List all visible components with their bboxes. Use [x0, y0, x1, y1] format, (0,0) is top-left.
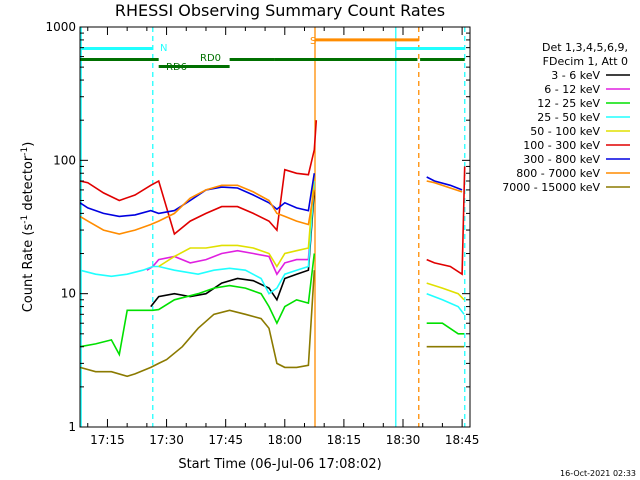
- series-line-50-100-kev: [158, 173, 465, 301]
- decim-label-rd0: RD0: [200, 53, 221, 64]
- legend-label-25-50-kev: 25 - 50 keV: [537, 111, 600, 124]
- series-line-100-300-kev: [79, 120, 466, 276]
- y-tick-label-2: 100: [53, 153, 76, 167]
- footer-timestamp: 16-Oct-2021 02:33: [560, 469, 636, 478]
- series-line-3-6-kev: [150, 189, 316, 308]
- legend-label-12-25-kev: 12 - 25 keV: [537, 97, 600, 110]
- decim-label-rd6: RD6: [166, 62, 187, 73]
- x-tick-label-6: 18:45: [445, 433, 480, 447]
- legend-label-7000-15000-kev: 7000 - 15000 keV: [502, 181, 600, 194]
- series-line-800-7000-kev: [79, 180, 463, 235]
- legend-label-300-800-kev: 300 - 800 keV: [523, 153, 600, 166]
- x-tick-label-2: 17:45: [208, 433, 243, 447]
- x-tick-label-4: 18:15: [327, 433, 362, 447]
- legend: Det 1,3,4,5,6,9, FDecim 1, Att 0 3 - 6 k…: [502, 41, 630, 194]
- legend-label-50-100-kev: 50 - 100 keV: [530, 125, 600, 138]
- x-tick-label-5: 18:30: [386, 433, 421, 447]
- x-tick-label-1: 17:30: [149, 433, 184, 447]
- legend-header-decimation: FDecim 1, Att 0: [543, 55, 628, 68]
- x-axis-label: Start Time (06-Jul-06 17:08:02): [178, 457, 381, 472]
- plot-frame: [79, 26, 471, 428]
- vertical-markers: [80, 27, 466, 427]
- y-tick-label-1: 10: [61, 287, 76, 301]
- x-tick-label-3: 18:00: [267, 433, 302, 447]
- series-line-7000-15000-kev: [79, 270, 465, 378]
- legend-header-detectors: Det 1,3,4,5,6,9,: [542, 41, 628, 54]
- legend-label-3-6-kev: 3 - 6 keV: [551, 69, 600, 82]
- legend-label-6-12-kev: 6 - 12 keV: [544, 83, 600, 96]
- series-lines: [79, 120, 466, 378]
- chart-title: RHESSI Observing Summary Count Rates: [115, 1, 445, 20]
- legend-label-100-300-kev: 100 - 300 keV: [523, 139, 600, 152]
- saa-label: S: [310, 36, 316, 47]
- night-label: N: [160, 43, 167, 54]
- y-tick-label-3: 1000: [45, 20, 76, 34]
- y-tick-label-0: 1: [68, 420, 76, 434]
- status-bars: [80, 38, 465, 69]
- legend-label-800-7000-kev: 800 - 7000 keV: [516, 167, 600, 180]
- x-tick-label-0: 17:15: [90, 433, 125, 447]
- y-axis-label: Count Rate (s-1 detector-1): [20, 142, 36, 313]
- axes: 1 10 100 1000 17:15 17:30 17:45 18:00 18:15 18:30…: [45, 20, 479, 447]
- series-line-25-50-kev: [79, 180, 465, 315]
- series-line-6-12-kev: [146, 180, 316, 276]
- series-line-12-25-kev: [79, 253, 465, 357]
